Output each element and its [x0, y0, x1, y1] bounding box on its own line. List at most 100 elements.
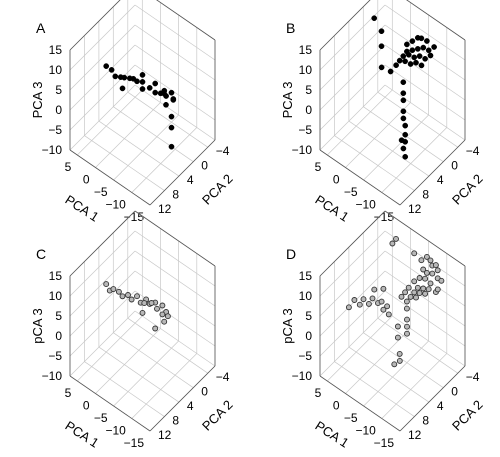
leftwall-grid-z: [319, 84, 386, 151]
data-point: [134, 78, 140, 85]
data-point: [146, 85, 153, 91]
data-point: [402, 153, 409, 160]
leftwall-grid-z: [69, 64, 136, 131]
data-point: [152, 80, 159, 87]
data-point: [409, 38, 416, 44]
data-point: [393, 62, 399, 69]
backwall-grid-z1: [134, 250, 216, 307]
panel-label: B: [286, 20, 295, 36]
leftwall-grid-z: [69, 290, 136, 357]
z-tick-label: −10: [42, 369, 63, 383]
data-point: [424, 38, 430, 44]
y-tick-label: 0: [451, 385, 458, 399]
data-point: [413, 59, 419, 66]
backwall-grid-z1: [384, 64, 466, 121]
floor-grid-x: [95, 328, 161, 394]
data-point: [396, 357, 403, 364]
data-point: [351, 297, 358, 303]
data-point: [432, 262, 439, 269]
data-point: [345, 304, 352, 311]
data-point: [404, 323, 410, 330]
floor-grid-x: [77, 89, 143, 156]
x-tick-label: 0: [83, 173, 90, 187]
box-edge: [149, 139, 216, 206]
leftwall-grid-z: [69, 0, 121, 51]
leftwall-grid-z: [69, 84, 136, 151]
z-tick-label: 10: [49, 289, 63, 303]
data-point: [400, 145, 407, 152]
y-axis-label: PCA 2: [199, 171, 236, 208]
box-edge: [399, 365, 466, 432]
floor-grid-x: [363, 340, 429, 407]
data-point: [438, 277, 445, 284]
z-tick-label: 15: [299, 43, 313, 57]
data-point: [141, 300, 148, 307]
z-tick-label: −5: [298, 349, 312, 363]
z-tick-label: −10: [42, 143, 63, 157]
y-tick-label: 0: [201, 159, 208, 173]
data-point: [110, 286, 117, 293]
leftwall-grid-z: [319, 310, 386, 377]
data-point: [402, 289, 409, 296]
z-tick-label: 15: [299, 269, 313, 283]
z-tick-label: 10: [49, 63, 63, 77]
data-point: [154, 305, 160, 312]
floor-grid-x: [113, 340, 179, 407]
backwall-grid-z1: [384, 290, 466, 347]
y-tick-label: 0: [451, 159, 458, 173]
data-point: [139, 86, 146, 92]
x-tick-label: −15: [374, 436, 395, 450]
data-point: [423, 269, 430, 276]
z-tick-label: 5: [305, 83, 312, 97]
data-point: [414, 46, 421, 52]
box-edge: [319, 149, 401, 206]
z-tick-label: 10: [299, 63, 313, 77]
backwall-grid-z1: [134, 84, 216, 141]
y-tick-label: 8: [172, 188, 179, 202]
floor-grid-x: [77, 315, 143, 382]
x-tick-label: −5: [94, 185, 108, 199]
data-point: [356, 301, 363, 308]
y-tick-label: −4: [216, 370, 230, 384]
data-point: [431, 44, 437, 50]
data-point: [378, 43, 385, 50]
data-point: [416, 53, 423, 59]
data-point: [393, 235, 399, 242]
data-point: [378, 298, 385, 305]
y-tick-label: 4: [187, 399, 194, 413]
leftwall-grid-z: [319, 4, 386, 71]
leftwall-grid-z: [319, 290, 386, 357]
z-tick-label: −5: [48, 349, 62, 363]
data-point: [103, 281, 110, 288]
z-tick-label: 5: [55, 309, 62, 323]
data-point: [403, 305, 410, 312]
data-point: [168, 113, 175, 120]
floor-grid-y: [84, 361, 165, 417]
floor-grid-y: [377, 317, 458, 374]
floor-grid-y: [334, 135, 415, 191]
floor-grid-y: [98, 120, 180, 177]
data-point: [403, 298, 410, 305]
data-point: [384, 303, 391, 310]
leftwall-grid-z: [319, 250, 386, 317]
y-tick-label: 4: [437, 173, 444, 187]
data-point: [164, 313, 171, 320]
data-point: [148, 300, 155, 306]
panel-label: D: [286, 246, 296, 262]
data-point: [394, 334, 401, 341]
x-tick-label: 5: [315, 160, 322, 174]
backwall-grid-z1: [384, 270, 466, 327]
x-tick-label: −5: [344, 411, 358, 425]
data-point: [396, 57, 403, 64]
box-edge: [134, 210, 216, 267]
data-point: [407, 293, 414, 300]
data-point: [125, 292, 131, 298]
y-tick-label: 8: [422, 188, 429, 202]
floor-grid-y: [363, 332, 444, 388]
floor-grid-y: [113, 106, 194, 162]
floor-grid-y: [127, 91, 208, 148]
data-point: [380, 285, 387, 292]
data-point: [413, 294, 419, 301]
